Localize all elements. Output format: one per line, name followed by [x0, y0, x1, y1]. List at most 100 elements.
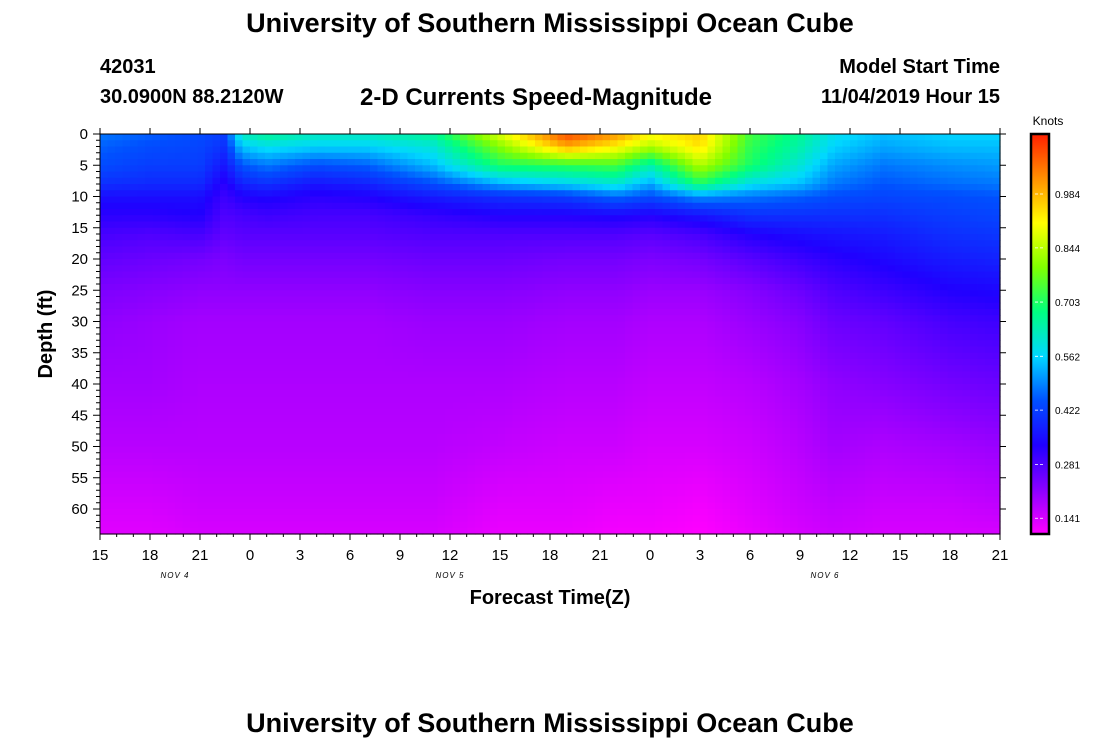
heatmap-cell: [617, 440, 626, 448]
heatmap-cell: [355, 446, 364, 454]
heatmap-cell: [370, 227, 379, 235]
heatmap-cell: [272, 196, 281, 204]
heatmap-cell: [557, 290, 566, 298]
heatmap-cell: [107, 227, 116, 235]
heatmap-cell: [415, 234, 424, 241]
heatmap-cell: [475, 290, 484, 298]
heatmap-cell: [167, 315, 176, 323]
heatmap-cell: [385, 265, 394, 273]
heatmap-cell: [167, 509, 176, 516]
heatmap-cell: [385, 252, 394, 260]
heatmap-cell: [670, 321, 679, 329]
heatmap-cell: [370, 152, 379, 160]
heatmap-cell: [490, 321, 499, 329]
heatmap-cell: [310, 352, 319, 360]
heatmap-cell: [632, 365, 641, 373]
heatmap-cell: [182, 459, 191, 466]
heatmap-cell: [497, 446, 506, 454]
heatmap-cell: [340, 415, 349, 423]
heatmap-cell: [272, 471, 281, 479]
heatmap-cell: [175, 265, 184, 273]
heatmap-cell: [557, 302, 566, 310]
heatmap-cell: [520, 240, 529, 248]
heatmap-cell: [550, 252, 559, 260]
heatmap-cell: [340, 177, 349, 185]
heatmap-cell: [617, 209, 626, 216]
heatmap-cell: [205, 396, 214, 404]
heatmap-cell: [182, 477, 191, 485]
heatmap-cell: [662, 402, 671, 410]
heatmap-cell: [310, 446, 319, 454]
heatmap-cell: [572, 396, 581, 404]
heatmap-cell: [385, 165, 394, 173]
heatmap-cell: [250, 484, 259, 491]
heatmap-cell: [355, 359, 364, 366]
heatmap-cell: [362, 202, 371, 210]
heatmap-cell: [272, 402, 281, 410]
heatmap-cell: [422, 446, 431, 454]
heatmap-cell: [227, 371, 236, 379]
heatmap-cell: [595, 396, 604, 404]
heatmap-cell: [467, 459, 476, 466]
heatmap-cell: [295, 509, 304, 516]
heatmap-cell: [167, 327, 176, 335]
heatmap-cell: [625, 171, 634, 179]
heatmap-cell: [377, 509, 386, 516]
heatmap-cell: [400, 509, 409, 516]
heatmap-cell: [505, 177, 514, 185]
heatmap-cell: [580, 140, 589, 148]
heatmap-cell: [580, 165, 589, 173]
heatmap-cell: [355, 371, 364, 379]
heatmap-cell: [527, 402, 536, 410]
heatmap-cell: [670, 315, 679, 323]
heatmap-cell: [347, 259, 356, 266]
heatmap-cell: [355, 140, 364, 148]
heatmap-cell: [272, 359, 281, 366]
heatmap-cell: [460, 290, 469, 298]
heatmap-cell: [422, 246, 431, 254]
heatmap-cell: [557, 427, 566, 435]
heatmap-cell: [565, 402, 574, 410]
heatmap-cell: [407, 446, 416, 454]
heatmap-cell: [182, 171, 191, 179]
heatmap-cell: [280, 321, 289, 329]
heatmap-cell: [670, 296, 679, 304]
heatmap-cell: [482, 346, 491, 354]
heatmap-cell: [602, 496, 611, 504]
heatmap-cell: [332, 196, 341, 204]
heatmap-cell: [347, 515, 356, 523]
heatmap-cell: [445, 184, 454, 191]
heatmap-cell: [625, 340, 634, 348]
heatmap-cell: [415, 434, 424, 441]
heatmap-cell: [182, 421, 191, 429]
heatmap-cell: [565, 334, 574, 341]
heatmap-cell: [602, 271, 611, 279]
heatmap-cell: [467, 415, 476, 423]
heatmap-cell: [197, 171, 206, 179]
heatmap-cell: [655, 377, 664, 385]
heatmap-cell: [587, 190, 596, 198]
heatmap-cell: [632, 134, 641, 141]
heatmap-cell: [632, 321, 641, 329]
heatmap-cell: [535, 490, 544, 498]
heatmap-cell: [670, 152, 679, 160]
heatmap-cell: [415, 502, 424, 510]
heatmap-cell: [137, 309, 146, 316]
heatmap-cell: [572, 190, 581, 198]
heatmap-cell: [565, 527, 574, 535]
heatmap-cell: [602, 452, 611, 460]
heatmap-cell: [640, 521, 649, 529]
heatmap-cell: [310, 284, 319, 291]
heatmap-cell: [460, 509, 469, 516]
heatmap-cell: [452, 484, 461, 491]
heatmap-cell: [220, 227, 229, 235]
heatmap-cell: [520, 159, 529, 166]
heatmap-cell: [647, 452, 656, 460]
heatmap-cell: [655, 221, 664, 229]
heatmap-cell: [160, 390, 169, 398]
heatmap-cell: [385, 146, 394, 154]
heatmap-cell: [587, 134, 596, 141]
heatmap-cell: [452, 515, 461, 523]
heatmap-cell: [265, 159, 274, 166]
heatmap-cell: [625, 246, 634, 254]
